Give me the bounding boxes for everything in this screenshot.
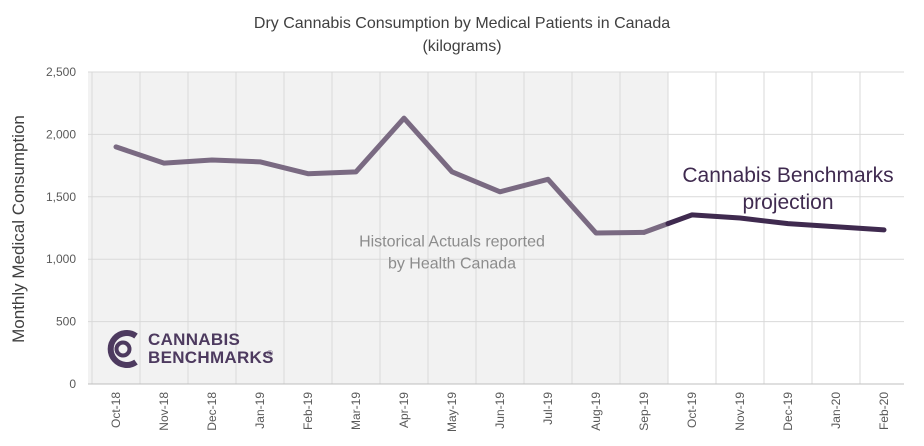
x-tick-label: Feb-19 [301,392,315,430]
x-tick-label: Jul-19 [541,392,555,425]
x-tick-label: Dec-19 [781,392,795,431]
y-tick-label: 1,000 [46,252,76,266]
annotation-line: Cannabis Benchmarks [682,164,893,187]
x-tick-label: Oct-18 [109,392,123,428]
x-tick-label: Mar-19 [349,392,363,430]
annotation-line: projection [742,191,833,214]
annotation-projection: Cannabis Benchmarks projection [682,164,893,214]
y-tick-label: 2,500 [46,65,76,79]
grid [88,71,904,385]
annotation-historical: Historical Actuals reported by Health Can… [359,234,545,273]
x-tick-label: Nov-18 [157,392,171,431]
x-tick-label: Dec-18 [205,392,219,431]
logo-registered-mark: ® [267,349,273,358]
y-axis: 0 500 1,000 1,500 2,000 2,500 [46,65,76,391]
logo-text-line1: CANNABIS [148,330,240,349]
cannabis-benchmarks-logo-icon [107,330,138,368]
x-tick-label: Aug-19 [589,392,603,431]
logo: CANNABIS BENCHMARKS ® [107,330,274,368]
chart-subtitle: (kilograms) [422,38,501,55]
series-projection-line [665,212,887,233]
x-tick-label: Jun-19 [493,392,507,429]
x-tick-label: Apr-19 [397,392,411,428]
annotations: Historical Actuals reported by Health Can… [359,164,894,273]
x-tick-label: Sep-19 [637,392,651,431]
chart-title: Dry Cannabis Consumption by Medical Pati… [254,15,670,32]
y-tick-label: 1,500 [46,190,76,204]
y-tick-label: 500 [56,315,76,329]
historical-shaded-region [88,72,668,384]
x-tick-label: Jan-19 [253,392,267,429]
y-axis-label: Monthly Medical Consumption [9,115,28,343]
x-tick-label: Oct-19 [685,392,699,428]
x-axis: Oct-18 Nov-18 Dec-18 Jan-19 Feb-19 Mar-19 Apr-… [109,392,891,432]
logo-text-line2: BENCHMARKS [148,348,274,367]
x-tick-label: Nov-19 [733,392,747,431]
series-lines [113,115,887,236]
y-tick-label: 0 [69,377,76,391]
y-tick-label: 2,000 [46,127,76,141]
series-historical-line [113,115,647,236]
annotation-line: Historical Actuals reported [359,234,545,251]
series-transition-segment [641,221,671,235]
x-tick-label: Jan-20 [829,392,843,429]
x-tick-label: Feb-20 [877,392,891,430]
x-tick-label: May-19 [445,392,459,432]
annotation-line: by Health Canada [388,256,516,273]
